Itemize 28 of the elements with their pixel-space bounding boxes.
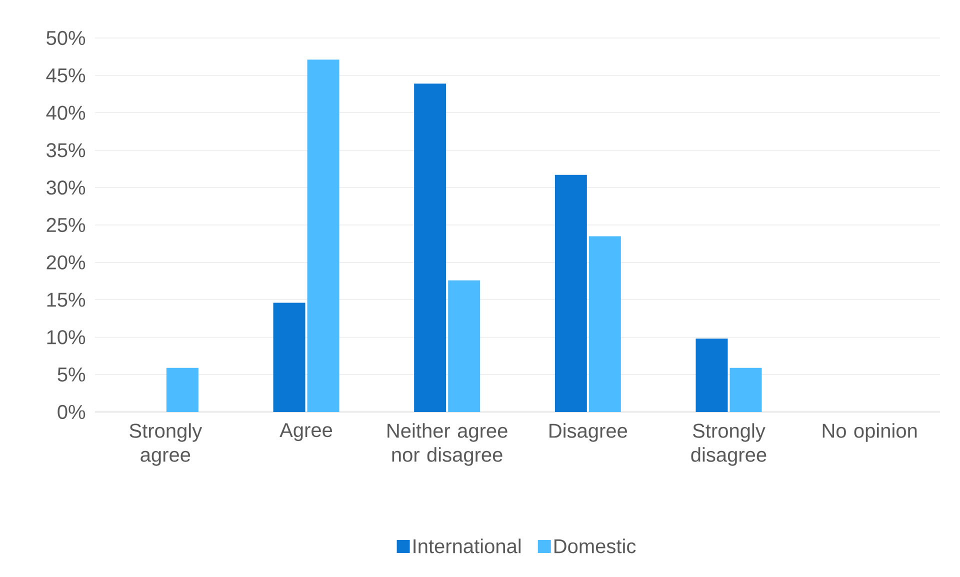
legend-label: International [414,538,521,554]
x-tick-label: No opinion [822,423,917,442]
legend-label: Domestic [554,538,636,554]
bar [448,280,480,412]
x-tick-label: Strongly disagree [691,423,766,466]
bar [554,174,587,412]
y-tick-label: 10% [47,330,86,344]
bar [696,338,728,412]
y-tick-label: 40% [46,106,86,120]
y-tick-label: 45% [46,68,86,82]
bar [730,368,762,412]
x-tick-label: Neither agree nor disagree [388,423,508,466]
y-tick-label: 35% [46,143,86,158]
x-tick-label: Disagree [550,423,628,442]
x-tick-label: Agree [280,423,332,442]
y-tick-label: 0% [58,404,86,420]
y-tick-label: 50% [46,30,86,46]
bar [307,60,340,412]
bar [414,84,446,412]
y-tick-label: 20% [46,255,86,270]
x-tick-label: Strongly agree [130,423,202,466]
y-tick-label: 25% [46,218,86,232]
y-tick-label: 5% [58,368,86,382]
y-tick-label: 30% [46,180,86,195]
bar [166,368,198,412]
bar [588,236,621,412]
y-tick-label: 15% [47,292,86,307]
bar [273,302,306,412]
